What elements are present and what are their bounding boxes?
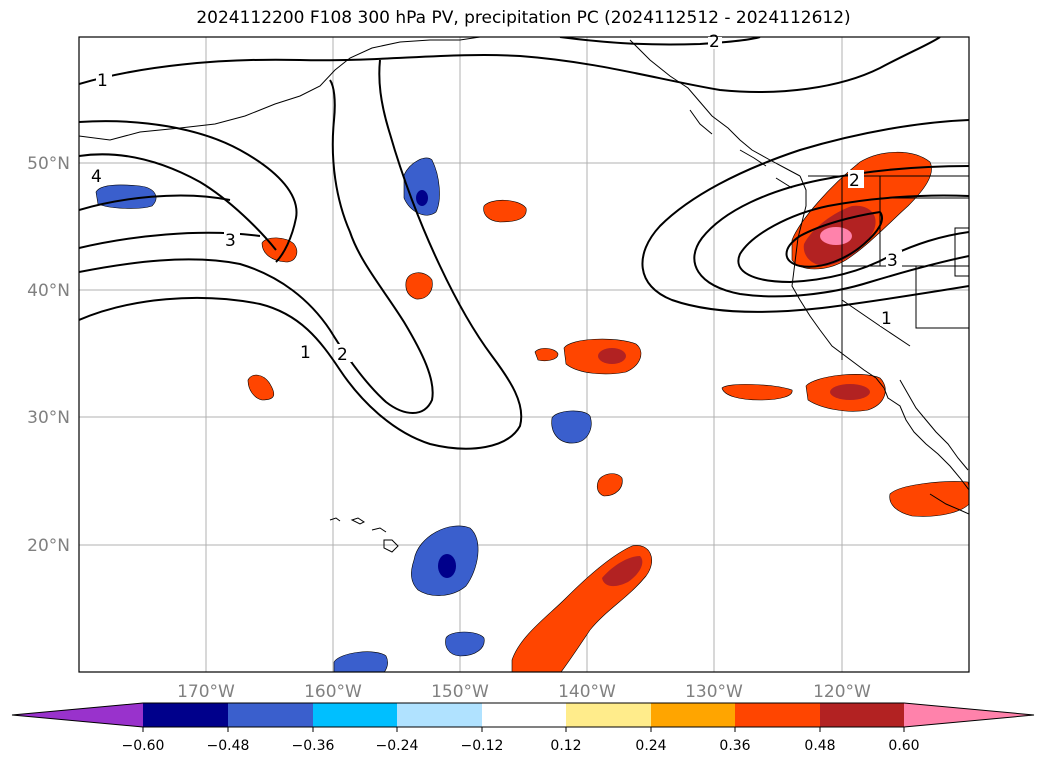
colorbar-segment-3 xyxy=(313,703,397,727)
precip-neg-core-hawaii xyxy=(438,554,456,578)
pv-label-2-trough: 2 xyxy=(337,345,348,365)
precip-pos-core-35n xyxy=(598,348,626,364)
colorbar-tick-label: −0.60 xyxy=(122,738,165,754)
colorbar-segment-2 xyxy=(228,703,313,727)
island-oahu xyxy=(350,517,365,525)
colorbar-tick-label: 0.60 xyxy=(888,738,919,754)
pv-contour-coast-outer xyxy=(641,119,969,313)
pv-contour-3-arc xyxy=(79,79,434,414)
coast-alaska xyxy=(79,37,481,141)
coast-alaska-panhandle xyxy=(629,39,801,177)
precip-neg-blob-30n xyxy=(551,410,592,444)
pv-contour-4-west xyxy=(79,153,277,251)
precip-shading xyxy=(95,151,969,672)
coast-gulf-california xyxy=(899,379,969,471)
colorbar-tick-label: 0.48 xyxy=(804,738,835,754)
colorbar-segment-5 xyxy=(482,703,566,727)
pv-contours xyxy=(79,37,969,450)
lon-label-120w: 120°W xyxy=(813,682,871,702)
lon-label-170w: 170°W xyxy=(177,682,235,702)
pv-contour-coast-inner xyxy=(785,211,883,268)
longitude-labels: 170°W 160°W 150°W 140°W 130°W 120°W xyxy=(177,682,871,702)
colorbar: −0.60 −0.48 −0.36 −0.24 −0.12 0.12 0.24 … xyxy=(11,702,1035,754)
lat-label-20n: 20°N xyxy=(27,536,70,556)
map-background xyxy=(79,37,969,672)
precip-neg-blob-south2 xyxy=(333,651,388,672)
coast-west-us xyxy=(791,175,885,389)
precip-neg-blob-ak xyxy=(403,157,440,216)
precip-pos-core-baja xyxy=(830,384,870,400)
pv-label-3-coast: 3 xyxy=(887,251,898,271)
hawaiian-islands xyxy=(329,517,399,553)
precip-neg-core-ak xyxy=(416,190,428,206)
lat-label-50n: 50°N xyxy=(27,154,70,174)
lat-label-30n: 30°N xyxy=(27,408,70,428)
colorbar-tick-label: −0.48 xyxy=(207,738,250,754)
lon-label-140w: 140°W xyxy=(558,682,616,702)
island-molokai xyxy=(371,527,387,533)
colorbar-segment-0 xyxy=(12,703,143,727)
pv-label-1-nw: 1 xyxy=(97,71,108,91)
colorbar-tick-label: −0.36 xyxy=(292,738,335,754)
lat-label-40n: 40°N xyxy=(27,281,70,301)
colorbar-segment-9 xyxy=(820,703,904,727)
pv-contour-north-2 xyxy=(559,37,761,46)
pv-label-2-coast: 2 xyxy=(849,171,860,191)
pv-contour-north-1 xyxy=(79,37,941,93)
precip-pos-blob-north xyxy=(483,199,527,223)
island-kauai xyxy=(329,517,341,522)
precip-pos-blob-small-sw xyxy=(247,374,275,401)
colorbar-segment-6 xyxy=(566,703,651,727)
pv-label-3-west: 3 xyxy=(225,231,236,251)
colorbar-segment-10 xyxy=(904,703,1034,727)
map-title: 2024112200 F108 300 hPa PV, precipitatio… xyxy=(196,8,851,28)
precip-pos-blob-25n xyxy=(596,473,623,497)
colorbar-tick-label: 0.12 xyxy=(550,738,581,754)
precip-pos-blob-35n-small xyxy=(534,348,559,362)
lon-label-160w: 160°W xyxy=(304,682,362,702)
precip-neg-blob-south1 xyxy=(445,631,485,657)
colorbar-tick-label: 0.24 xyxy=(635,738,666,754)
coast-mexico-south xyxy=(929,493,969,515)
pv-contour-2-arc xyxy=(79,59,523,450)
lon-label-150w: 150°W xyxy=(431,682,489,702)
pv-label-1-coast: 1 xyxy=(881,309,892,329)
colorbar-ticks xyxy=(142,727,905,732)
pv-label-4: 4 xyxy=(91,167,102,187)
colorbar-tick-label: 0.36 xyxy=(719,738,750,754)
pv-label-1-trough: 1 xyxy=(300,343,311,363)
coast-baja xyxy=(883,387,969,491)
precip-pos-blob-mid xyxy=(405,272,433,300)
map-frame xyxy=(78,36,970,673)
colorbar-segment-4 xyxy=(397,703,482,727)
pv-contour-3-west-upper xyxy=(79,120,298,263)
precip-pos-max-nw-us xyxy=(820,227,852,245)
precip-pos-blob-32n xyxy=(721,384,793,401)
island-big-island xyxy=(383,539,399,553)
latitude-labels: 50°N 40°N 30°N 20°N xyxy=(27,154,70,556)
colorbar-segment-7 xyxy=(651,703,735,727)
colorbar-segment-8 xyxy=(735,703,820,727)
colorbar-tick-label: −0.12 xyxy=(461,738,504,754)
precip-pos-core-south-band xyxy=(602,556,643,587)
pv-label-2-north: 2 xyxy=(709,32,720,52)
colorbar-tick-label: −0.24 xyxy=(376,738,419,754)
pv-contour-labels: 1 4 3 1 2 2 2 3 1 xyxy=(90,32,902,365)
border-states-1 xyxy=(841,176,969,360)
lon-label-130w: 130°W xyxy=(685,682,743,702)
colorbar-segment-1 xyxy=(143,703,228,727)
